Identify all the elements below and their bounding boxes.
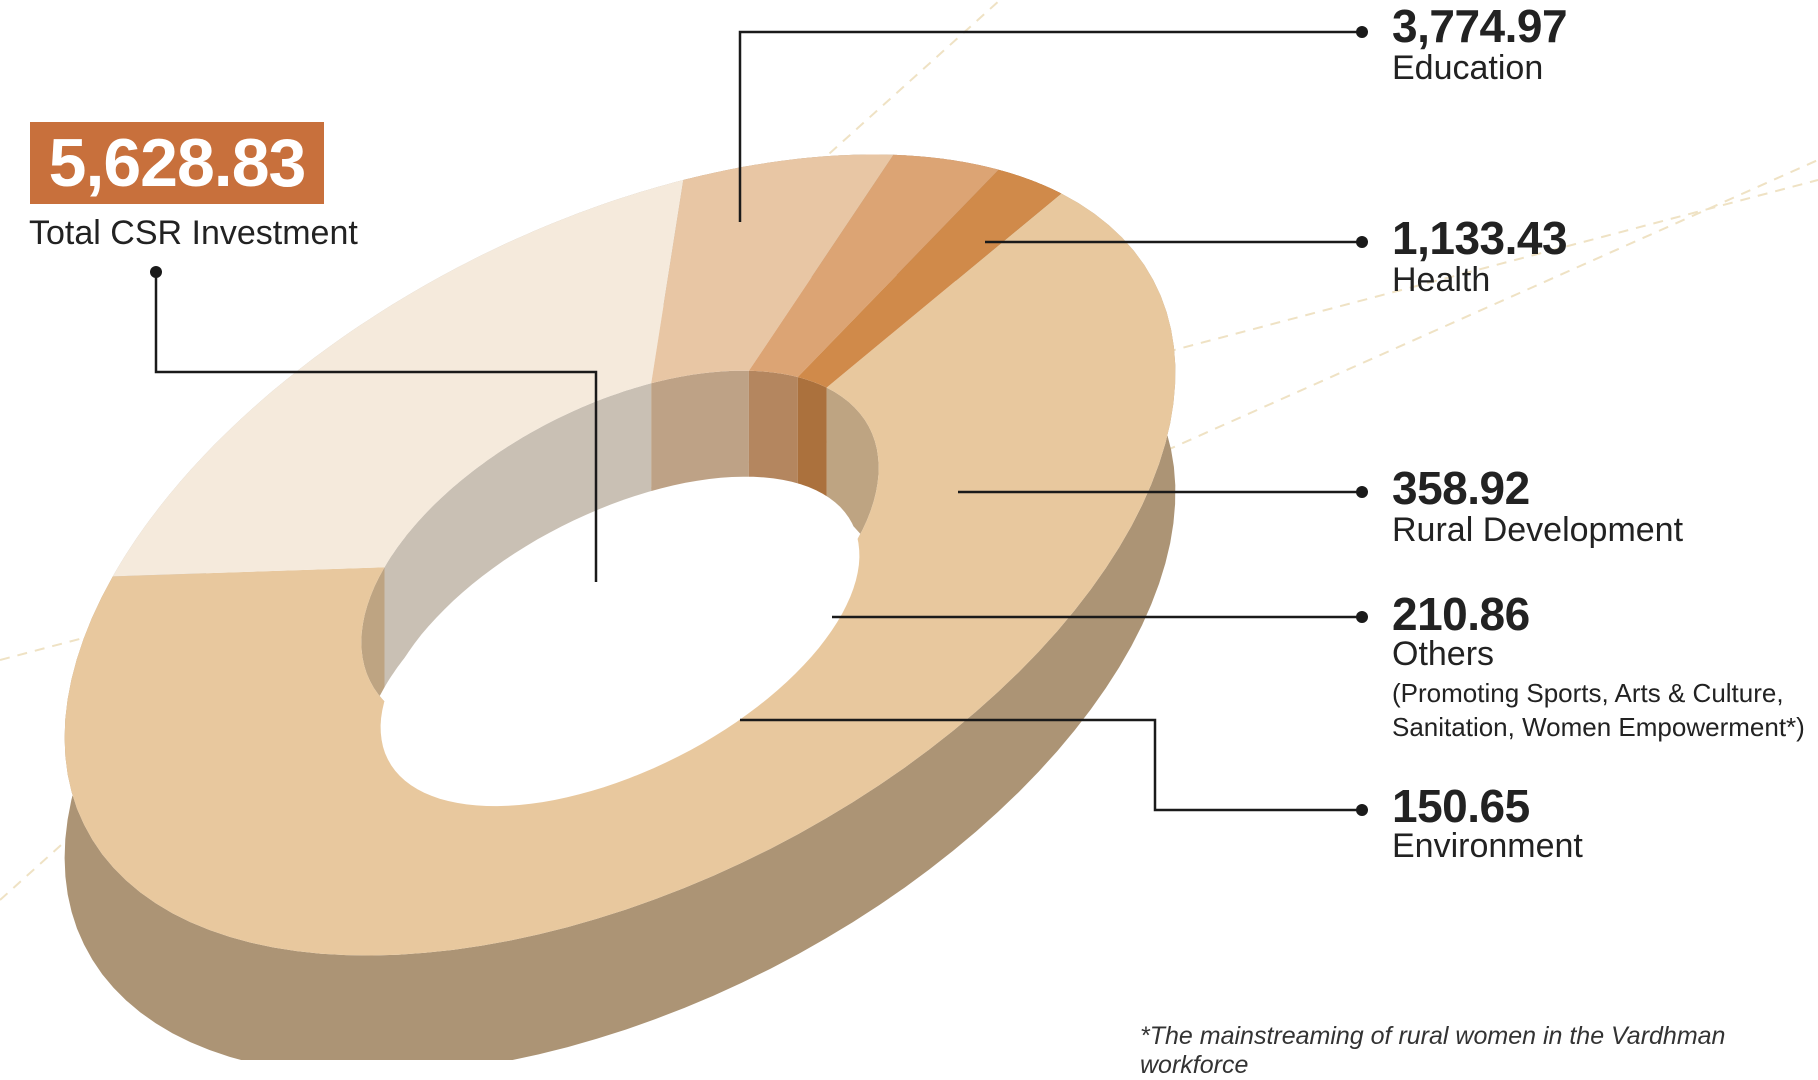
leader-line-total: [154, 272, 598, 582]
others-note: (Promoting Sports, Arts & Culture, Sanit…: [1392, 678, 1805, 742]
environment-label: Environment: [1392, 827, 1583, 865]
leader-dot-health: [1356, 236, 1368, 248]
slice-environment: [797, 169, 1062, 388]
leader-line-education: [738, 30, 1362, 222]
slice-rural-development: [651, 154, 894, 384]
decorative-dashed-line: [1099, 159, 1818, 481]
donut-top-faces: [64, 154, 1176, 956]
health-label: Health: [1392, 261, 1491, 299]
others-label: Others: [1392, 635, 1495, 673]
leader-dot-rural-development: [1356, 486, 1368, 498]
leader-dot-others: [1356, 611, 1368, 623]
leader-dot-environment: [1356, 804, 1368, 816]
slice-health: [112, 180, 684, 577]
slice-inner-wall-rural-development: [651, 370, 749, 504]
others-value: 210.86: [1392, 588, 1530, 640]
health-value: 1,133.43: [1392, 212, 1568, 264]
slice-inner-wall-others: [748, 370, 798, 498]
rural-development-label: Rural Development: [1392, 511, 1684, 549]
environment-value: 150.65: [1392, 780, 1530, 832]
slice-side-education: [64, 193, 1176, 1060]
leader-dot-total: [150, 266, 162, 278]
donut-hole: [380, 476, 860, 807]
education-value: 3,774.97: [1392, 0, 1568, 52]
leader-dot-education: [1356, 26, 1368, 38]
slice-education: [64, 193, 1176, 956]
slice-others: [748, 154, 999, 378]
footnote: *The mainstreaming of rural women in the…: [1140, 1022, 1726, 1079]
rural-development-value: 358.92: [1392, 462, 1530, 514]
total-investment-label: Total CSR Investment: [29, 214, 358, 252]
slice-inner-wall-health: [384, 383, 652, 688]
leader-line-environment: [740, 718, 1362, 812]
total-investment-value: 5,628.83: [30, 122, 324, 204]
leader-lines: [150, 26, 1368, 816]
education-label: Education: [1392, 49, 1544, 87]
slice-inner-wall-environment: [797, 377, 827, 508]
